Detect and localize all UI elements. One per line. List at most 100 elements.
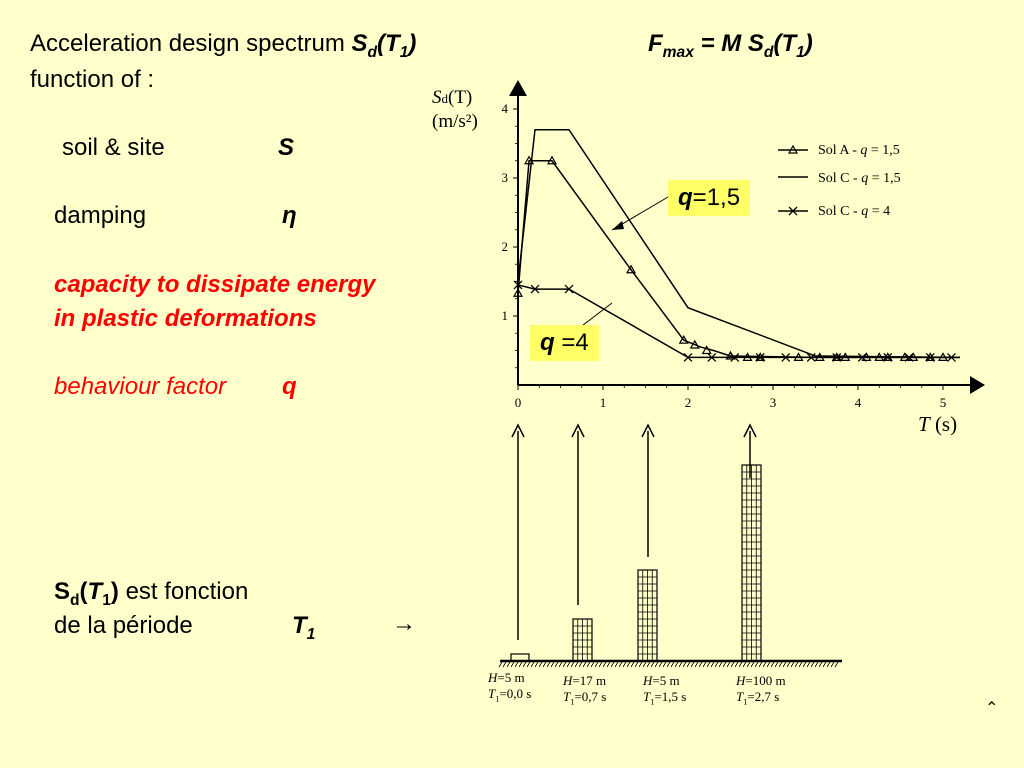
ground-hatch [538, 661, 543, 668]
formula-arg-sub: 1 [399, 43, 409, 61]
building-label-3: H=5 m T1=1,5 s [643, 673, 686, 710]
x-tick-label: 3 [770, 395, 777, 410]
ground-hatch [506, 661, 511, 668]
ground-hatch [774, 661, 779, 668]
building-h: H [488, 670, 498, 685]
fmax-arg: (T [773, 30, 797, 57]
sd-s: S [54, 578, 71, 605]
sd-open: ( [79, 578, 88, 605]
triangle-marker [689, 339, 700, 349]
building-t: T [736, 689, 744, 704]
fmax-close: ) [804, 30, 813, 57]
building-h: H [563, 673, 573, 688]
cross-marker [781, 352, 791, 362]
building-h: H [736, 673, 746, 688]
ground-hatch [666, 661, 671, 668]
sd-sub: d [70, 591, 80, 609]
cross-marker [925, 352, 935, 362]
ground-hatch [594, 661, 599, 668]
building-label-1: H=5 m T1=0,0 s [488, 670, 531, 707]
building-t-val: =1,5 s [654, 689, 687, 704]
ground-hatch [526, 661, 531, 668]
ground-hatch [750, 661, 755, 668]
up-arrow-icon[interactable]: ⌃ [985, 700, 999, 717]
triangle-marker [626, 264, 637, 274]
x-axis-arrowhead [970, 376, 985, 394]
ground-hatch [574, 661, 579, 668]
building-label-2: H=17 m T1=0,7 s [563, 673, 606, 710]
q4-annotation: q =4 [530, 325, 599, 361]
ground-hatch [654, 661, 659, 668]
ground-hatch [582, 661, 587, 668]
x-tick-label: 4 [855, 395, 862, 410]
ground-hatch [674, 661, 679, 668]
ground-hatch [766, 661, 771, 668]
ground-hatch [662, 661, 667, 668]
ground-hatch [830, 661, 835, 668]
ground-hatch [718, 661, 723, 668]
ground-hatch [690, 661, 695, 668]
cross-marker [904, 352, 914, 362]
cross-marker [883, 352, 893, 362]
building-t: T [488, 686, 496, 701]
legend-item-sol-c-q15: Sol C - q = 1,5 [818, 171, 901, 187]
ground-hatch [638, 661, 643, 668]
ground-hatch [746, 661, 751, 668]
ground-hatch [722, 661, 727, 668]
ground-hatch [598, 661, 603, 668]
ground-hatch [586, 661, 591, 668]
ground-hatch [790, 661, 795, 668]
spectrum-formula: Sd(T1) [352, 30, 417, 61]
ground-hatch [730, 661, 735, 668]
q4-val: =4 [554, 329, 589, 356]
building-t-sub: 1 [743, 696, 748, 707]
y-axis-t: (T) [448, 87, 473, 108]
fmax-formula: Fmax = M Sd(T1) [648, 30, 813, 62]
ground-hatch [610, 661, 615, 668]
building-h-val: =100 m [745, 673, 786, 688]
triangle-marker [701, 345, 712, 355]
legend-q: q [860, 143, 868, 158]
ground-hatch [806, 661, 811, 668]
ground-hatch [650, 661, 655, 668]
ground-hatch [742, 661, 747, 668]
fmax-dsub: d [763, 43, 774, 61]
cross-marker [564, 284, 574, 294]
building-t: T [643, 689, 651, 704]
ground-hatch [646, 661, 651, 668]
ground-hatch [570, 661, 575, 668]
ground-hatch [558, 661, 563, 668]
ground-hatch [642, 661, 647, 668]
cross-marker [755, 352, 765, 362]
ground-hatch [562, 661, 567, 668]
periode-label: de la période [54, 612, 193, 639]
building-t-val: =2,7 s [747, 689, 780, 704]
ground-hatch [826, 661, 831, 668]
legend-item-sol-c-q4: Sol C - q = 4 [818, 204, 890, 220]
ground-hatch [706, 661, 711, 668]
sd-statement: Sd(T1) est fonction [54, 578, 248, 610]
ground-hatch [614, 661, 619, 668]
ground-hatch [834, 661, 839, 668]
capacity-line-2: in plastic deformations [54, 305, 317, 332]
ground-hatch [758, 661, 763, 668]
q15-annotation: q=1,5 [668, 180, 751, 216]
capacity-line-1: capacity to dissipate energy [54, 271, 376, 298]
damping-label: damping [54, 202, 147, 229]
x-tick-label: 0 [515, 395, 522, 410]
legend-suffix: = 4 [868, 204, 891, 219]
fmax-argsub: 1 [796, 43, 805, 61]
periode-t-sub: 1 [306, 625, 316, 643]
ground-hatch [510, 661, 515, 668]
triangle-marker [512, 288, 524, 297]
ground-hatch [554, 661, 559, 668]
ground-hatch [798, 661, 803, 668]
ground-hatch [822, 661, 827, 668]
legend-suffix: = 1,5 [867, 143, 900, 158]
formula-arg: (T [377, 30, 400, 57]
cross-marker [947, 352, 956, 362]
cross-marker [513, 280, 523, 290]
legend-cross-marker [788, 206, 798, 216]
damping-symbol: η [282, 202, 297, 229]
sd-close: ) [110, 578, 119, 605]
